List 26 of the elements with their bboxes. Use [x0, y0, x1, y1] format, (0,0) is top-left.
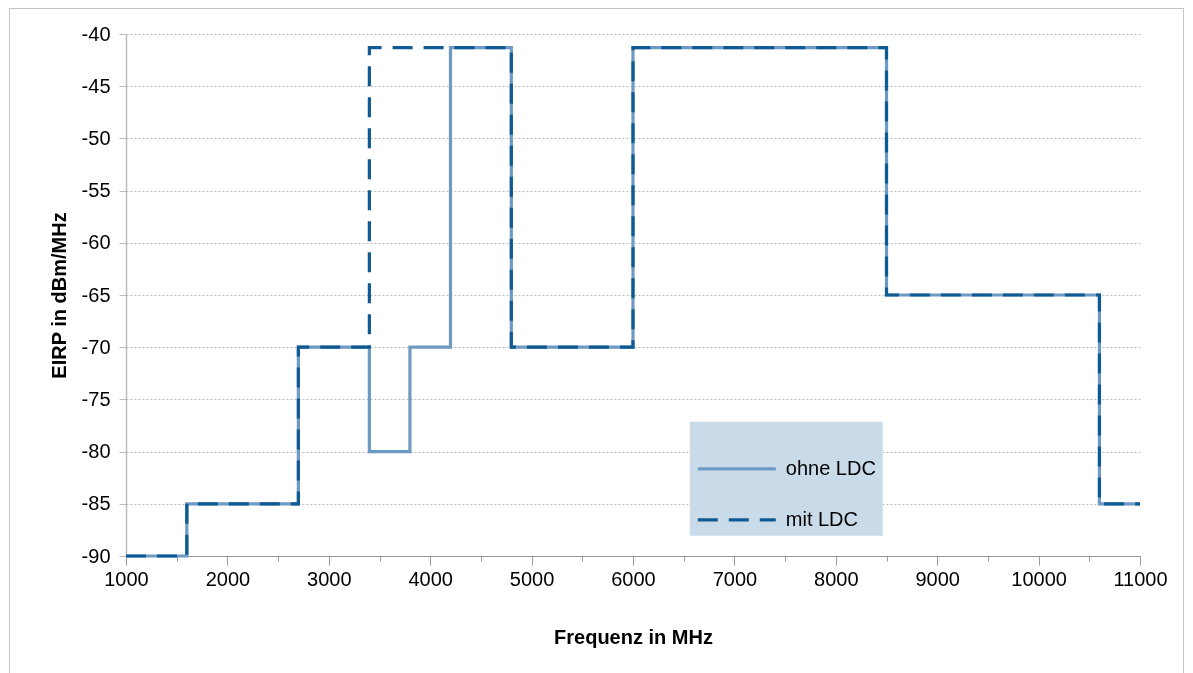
x-tick-label: 9000: [915, 567, 960, 590]
y-tick-label: -55: [81, 179, 111, 202]
y-tick-label: -85: [81, 492, 111, 515]
x-axis-title: Frequenz in MHz: [554, 625, 713, 648]
x-tick-label: 7000: [712, 567, 758, 590]
x-tick-label: 1000: [104, 567, 149, 590]
y-tick-label: -40: [81, 22, 111, 45]
legend-label: ohne LDC: [785, 456, 876, 479]
x-tick-label: 4000: [408, 567, 453, 590]
x-tick-label: 8000: [814, 567, 859, 590]
y-tick-label: -75: [81, 387, 111, 410]
y-tick-label: -60: [81, 231, 111, 254]
x-tick-label: 3000: [307, 567, 352, 590]
x-tick-label: 11000: [1113, 567, 1168, 590]
y-tick-label: -50: [81, 126, 111, 149]
y-tick-label: -70: [81, 335, 111, 358]
x-tick-label: 6000: [611, 567, 656, 590]
y-axis-title: EIRP in dBm/MHz: [47, 212, 70, 379]
y-tick-label: -65: [81, 283, 111, 306]
y-tick-label: -80: [81, 440, 111, 463]
y-tick-label: -90: [81, 544, 111, 567]
x-tick-label: 5000: [509, 567, 555, 590]
legend-label: mit LDC: [785, 507, 859, 530]
x-tick-label: 10000: [1011, 567, 1067, 590]
x-tick-label: 2000: [205, 567, 251, 590]
y-tick-label: -45: [81, 74, 111, 97]
